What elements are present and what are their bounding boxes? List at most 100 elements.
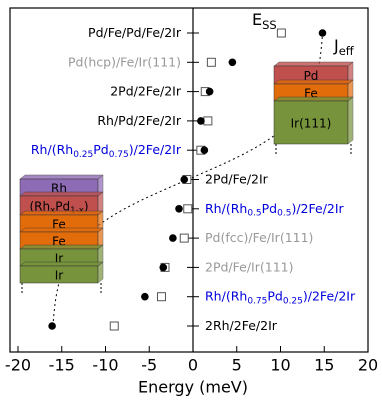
x-tick-label: -20 — [5, 356, 31, 375]
label-part: E — [252, 10, 262, 29]
label-part: Rh/(Rh — [31, 142, 73, 157]
subscript: 1-x — [70, 206, 84, 216]
label-part: )/2Fe/2Ir — [291, 200, 344, 215]
category-label: Pd(hcp)/Fe/Ir(111) — [68, 54, 181, 69]
subscript: 0.5 — [247, 208, 261, 218]
layer-top — [273, 79, 354, 85]
data-square — [157, 292, 166, 302]
label-part: Fe — [52, 234, 66, 248]
data-point — [318, 29, 327, 37]
data-square — [203, 116, 213, 126]
data-point — [141, 292, 149, 301]
category-label: 2Pd/2Fe/2Ir — [110, 83, 182, 98]
series-label: Jeff — [333, 36, 355, 58]
layer-top — [273, 61, 354, 67]
data-square — [179, 233, 189, 243]
data-point — [159, 263, 168, 272]
layer-label: Ir(111) — [291, 116, 332, 130]
label-part: Pd(fcc)/Fe/Ir(111) — [205, 230, 313, 245]
category-label: Rh/Pd/2Fe/2Ir — [97, 112, 182, 127]
category-label: Pd(fcc)/Fe/Ir(111) — [205, 230, 313, 245]
x-tick-label: 5 — [232, 356, 242, 375]
label-part: ) — [84, 199, 89, 213]
layer-label: Fe — [52, 217, 66, 231]
label-part: Ir(111) — [291, 116, 332, 130]
subscript: 0.5 — [277, 208, 291, 218]
x-tick-label: 10 — [270, 356, 290, 375]
category-label: 2Rh/2Fe/2Ir — [205, 318, 278, 333]
layer-top — [19, 174, 104, 180]
label-part: Ir — [55, 268, 64, 282]
label-part: 2Pd/2Fe/2Ir — [110, 83, 182, 98]
subscript: 0.25 — [73, 149, 93, 159]
label-part: 2Pd/Fe/2Ir — [205, 171, 269, 186]
x-tick-label: -15 — [49, 356, 75, 375]
category-label: 2Pd/Fe/Ir(111) — [205, 259, 293, 274]
label-part: Pd — [262, 200, 277, 215]
x-tick-label: 15 — [314, 356, 334, 375]
layer-label: Pd — [304, 69, 319, 83]
label-part: Rh/(Rh — [205, 200, 247, 215]
layer-label: Rh — [51, 181, 67, 195]
layer-top — [19, 244, 104, 250]
label-part: Ir — [55, 251, 64, 265]
label-part: Pd(hcp)/Fe/Ir(111) — [68, 54, 181, 69]
data-point — [48, 322, 56, 330]
x-tick-label: -5 — [141, 356, 157, 375]
layer-label: Ir — [55, 251, 64, 265]
layer-label: Fe — [52, 234, 66, 248]
layer-label: Fe — [304, 86, 318, 100]
category-label: Rh/(Rh0.5Pd0.5)/2Fe/2Ir — [205, 200, 345, 218]
subscript: 0.25 — [283, 296, 303, 306]
label-part: Pd — [267, 288, 282, 303]
label-part: Pd/Fe/Pd/Fe/2Ir — [88, 25, 182, 40]
label-part: 2Pd/Fe/Ir(111) — [205, 259, 293, 274]
subscript: x — [50, 206, 55, 216]
data-square — [206, 57, 216, 67]
label-part: Rh/(Rh — [205, 288, 247, 303]
data-point — [169, 234, 177, 242]
data-square — [109, 321, 119, 331]
subscript: eff — [339, 43, 355, 57]
label-part: Fe — [304, 86, 318, 100]
category-label: 2Pd/Fe/2Ir — [205, 171, 269, 186]
label-part: Pd — [304, 69, 319, 83]
layer-top — [273, 96, 354, 102]
label-part: )/2Fe/2Ir — [303, 288, 356, 303]
layer-label: (RhxPd1-x) — [30, 199, 89, 216]
subscript: SS — [262, 17, 277, 31]
layer-top — [19, 227, 104, 233]
layer-top — [19, 261, 104, 267]
layer-side — [347, 96, 354, 145]
layer-side — [97, 261, 104, 284]
data-point — [197, 117, 205, 125]
plot-frame — [9, 7, 369, 353]
data-point — [200, 146, 209, 154]
layer-top — [19, 210, 104, 216]
label-part: Rh — [51, 181, 67, 195]
layer-label: Ir — [55, 268, 64, 282]
label-part: )/2Fe/2Ir — [129, 142, 182, 157]
label-part: Pd — [93, 142, 108, 157]
data-point — [228, 58, 237, 67]
layer — [273, 100, 349, 145]
series-label: ESS — [252, 10, 277, 32]
data-square — [276, 28, 286, 38]
data-square — [183, 204, 193, 214]
x-tick-label: 0 — [188, 356, 198, 375]
layer-top — [19, 191, 104, 197]
data-point — [205, 87, 214, 96]
category-label: Rh/(Rh0.75Pd0.25)/2Fe/2Ir — [205, 288, 356, 306]
label-part: Fe — [52, 217, 66, 231]
data-point — [180, 175, 189, 184]
subscript: 0.75 — [247, 296, 267, 306]
category-label: Rh/(Rh0.25Pd0.75)/2Fe/2Ir — [31, 142, 182, 160]
category-label: Pd/Fe/Pd/Fe/2Ir — [88, 25, 182, 40]
label-part: (Rh — [30, 199, 51, 213]
x-tick-label: -10 — [92, 356, 118, 375]
label-part: Pd — [55, 199, 70, 213]
label-part: 2Rh/2Fe/2Ir — [205, 318, 278, 333]
label-part: J — [333, 36, 339, 55]
x-axis-label: Energy (meV) — [138, 378, 248, 397]
